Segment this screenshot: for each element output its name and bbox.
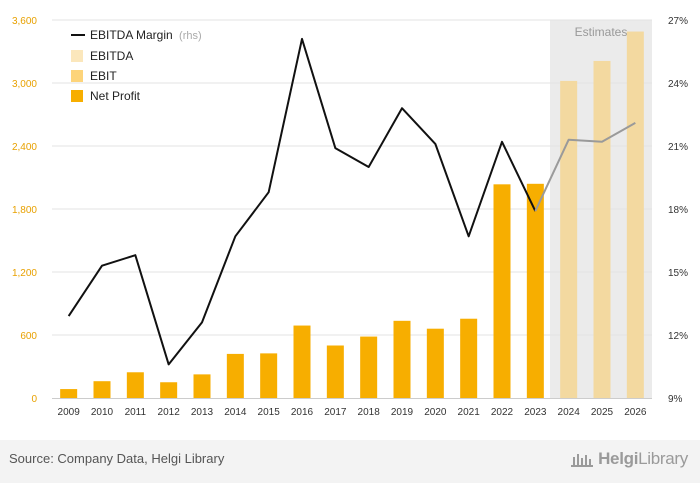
logo-text-library: Library: [638, 449, 688, 468]
legend-label-ebit: EBIT: [90, 69, 117, 83]
bar-ebitda: [626, 31, 644, 399]
bar-net-profit: [393, 320, 411, 398]
left-tick-label: 0: [31, 394, 37, 405]
x-tick-label: 2019: [391, 407, 414, 418]
right-tick-label: 9%: [668, 394, 683, 405]
legend-label-ebitda-margin: EBITDA Margin (rhs): [90, 28, 202, 42]
bar-net-profit: [93, 381, 111, 398]
x-tick-label: 2013: [191, 407, 214, 418]
x-tick-label: 2018: [358, 407, 381, 418]
left-tick-label: 3,600: [12, 16, 37, 27]
bar-net-profit: [293, 325, 311, 398]
source-note: Source: Company Data, Helgi Library: [9, 451, 225, 466]
x-tick-label: 2011: [125, 407, 147, 418]
x-tick-label: 2017: [324, 407, 347, 418]
right-tick-label: 27%: [668, 16, 688, 27]
bar-net-profit: [460, 318, 478, 398]
x-tick-label: 2023: [524, 407, 547, 418]
x-tick-label: 2026: [624, 407, 647, 418]
bar-net-profit: [360, 336, 378, 398]
bar-net-profit: [160, 382, 178, 398]
x-tick-label: 2025: [591, 407, 614, 418]
right-tick-label: 18%: [668, 205, 688, 216]
helgi-library-logo[interactable]: HelgiLibrary: [570, 449, 688, 469]
legend-label-ebitda: EBITDA: [90, 49, 133, 63]
left-tick-label: 3,000: [12, 79, 37, 90]
x-tick-label: 2024: [558, 407, 581, 418]
legend-label-net-profit: Net Profit: [90, 89, 141, 103]
bar-net-profit: [526, 183, 544, 398]
left-tick-label: 2,400: [12, 142, 37, 153]
margin-line: [67, 37, 636, 366]
margin-line-actual: [67, 37, 537, 366]
x-tick-label: 2016: [291, 407, 314, 418]
legend-swatch-ebitda: [71, 50, 83, 62]
x-tick-label: 2021: [458, 407, 481, 418]
left-tick-label: 600: [20, 331, 37, 342]
x-tick-label: 2022: [491, 407, 514, 418]
x-tick-label: 2009: [58, 407, 81, 418]
bar-ebitda: [560, 80, 578, 399]
bar-net-profit: [493, 184, 511, 398]
bar-net-profit: [226, 353, 244, 398]
bar-net-profit: [60, 389, 78, 398]
x-tick-label: 2014: [224, 407, 247, 418]
estimate-label: Estimates: [575, 25, 628, 39]
legend: EBITDA Margin (rhs) EBITDA EBIT Net Prof…: [71, 28, 202, 103]
margin-line-estimate: [534, 122, 636, 212]
legend-swatch-ebit: [71, 70, 83, 82]
bar-net-profit: [193, 374, 211, 398]
x-tick-label: 2012: [158, 407, 181, 418]
bar-net-profit: [326, 345, 344, 398]
bars: [60, 31, 644, 399]
x-tick-label: 2020: [424, 407, 447, 418]
right-tick-label: 12%: [668, 331, 688, 342]
bar-net-profit: [260, 353, 278, 398]
legend-swatch-net-profit: [71, 90, 83, 102]
chart-panel: Estimates 0 600 1,200 1,800 2,400 3,000 3,600 9…: [0, 0, 700, 440]
gridlines: [52, 19, 652, 336]
right-tick-label: 24%: [668, 79, 688, 90]
right-tick-label: 15%: [668, 268, 688, 279]
bar-net-profit: [126, 372, 144, 398]
bar-net-profit: [426, 328, 444, 398]
right-tick-label: 21%: [668, 142, 688, 153]
bar-ebitda: [593, 60, 611, 398]
library-building-icon: [571, 454, 594, 467]
logo-text-helgi: Helgi: [598, 449, 639, 468]
left-tick-label: 1,800: [12, 205, 37, 216]
x-tick-label: 2010: [91, 407, 114, 418]
x-tick-label: 2015: [258, 407, 281, 418]
chart-svg: Estimates 0 600 1,200 1,800 2,400 3,000 3,600 9…: [12, 16, 688, 418]
axes: 0 600 1,200 1,800 2,400 3,000 3,600 9% 12% 15% 18%…: [12, 16, 688, 418]
left-tick-label: 1,200: [12, 268, 37, 279]
